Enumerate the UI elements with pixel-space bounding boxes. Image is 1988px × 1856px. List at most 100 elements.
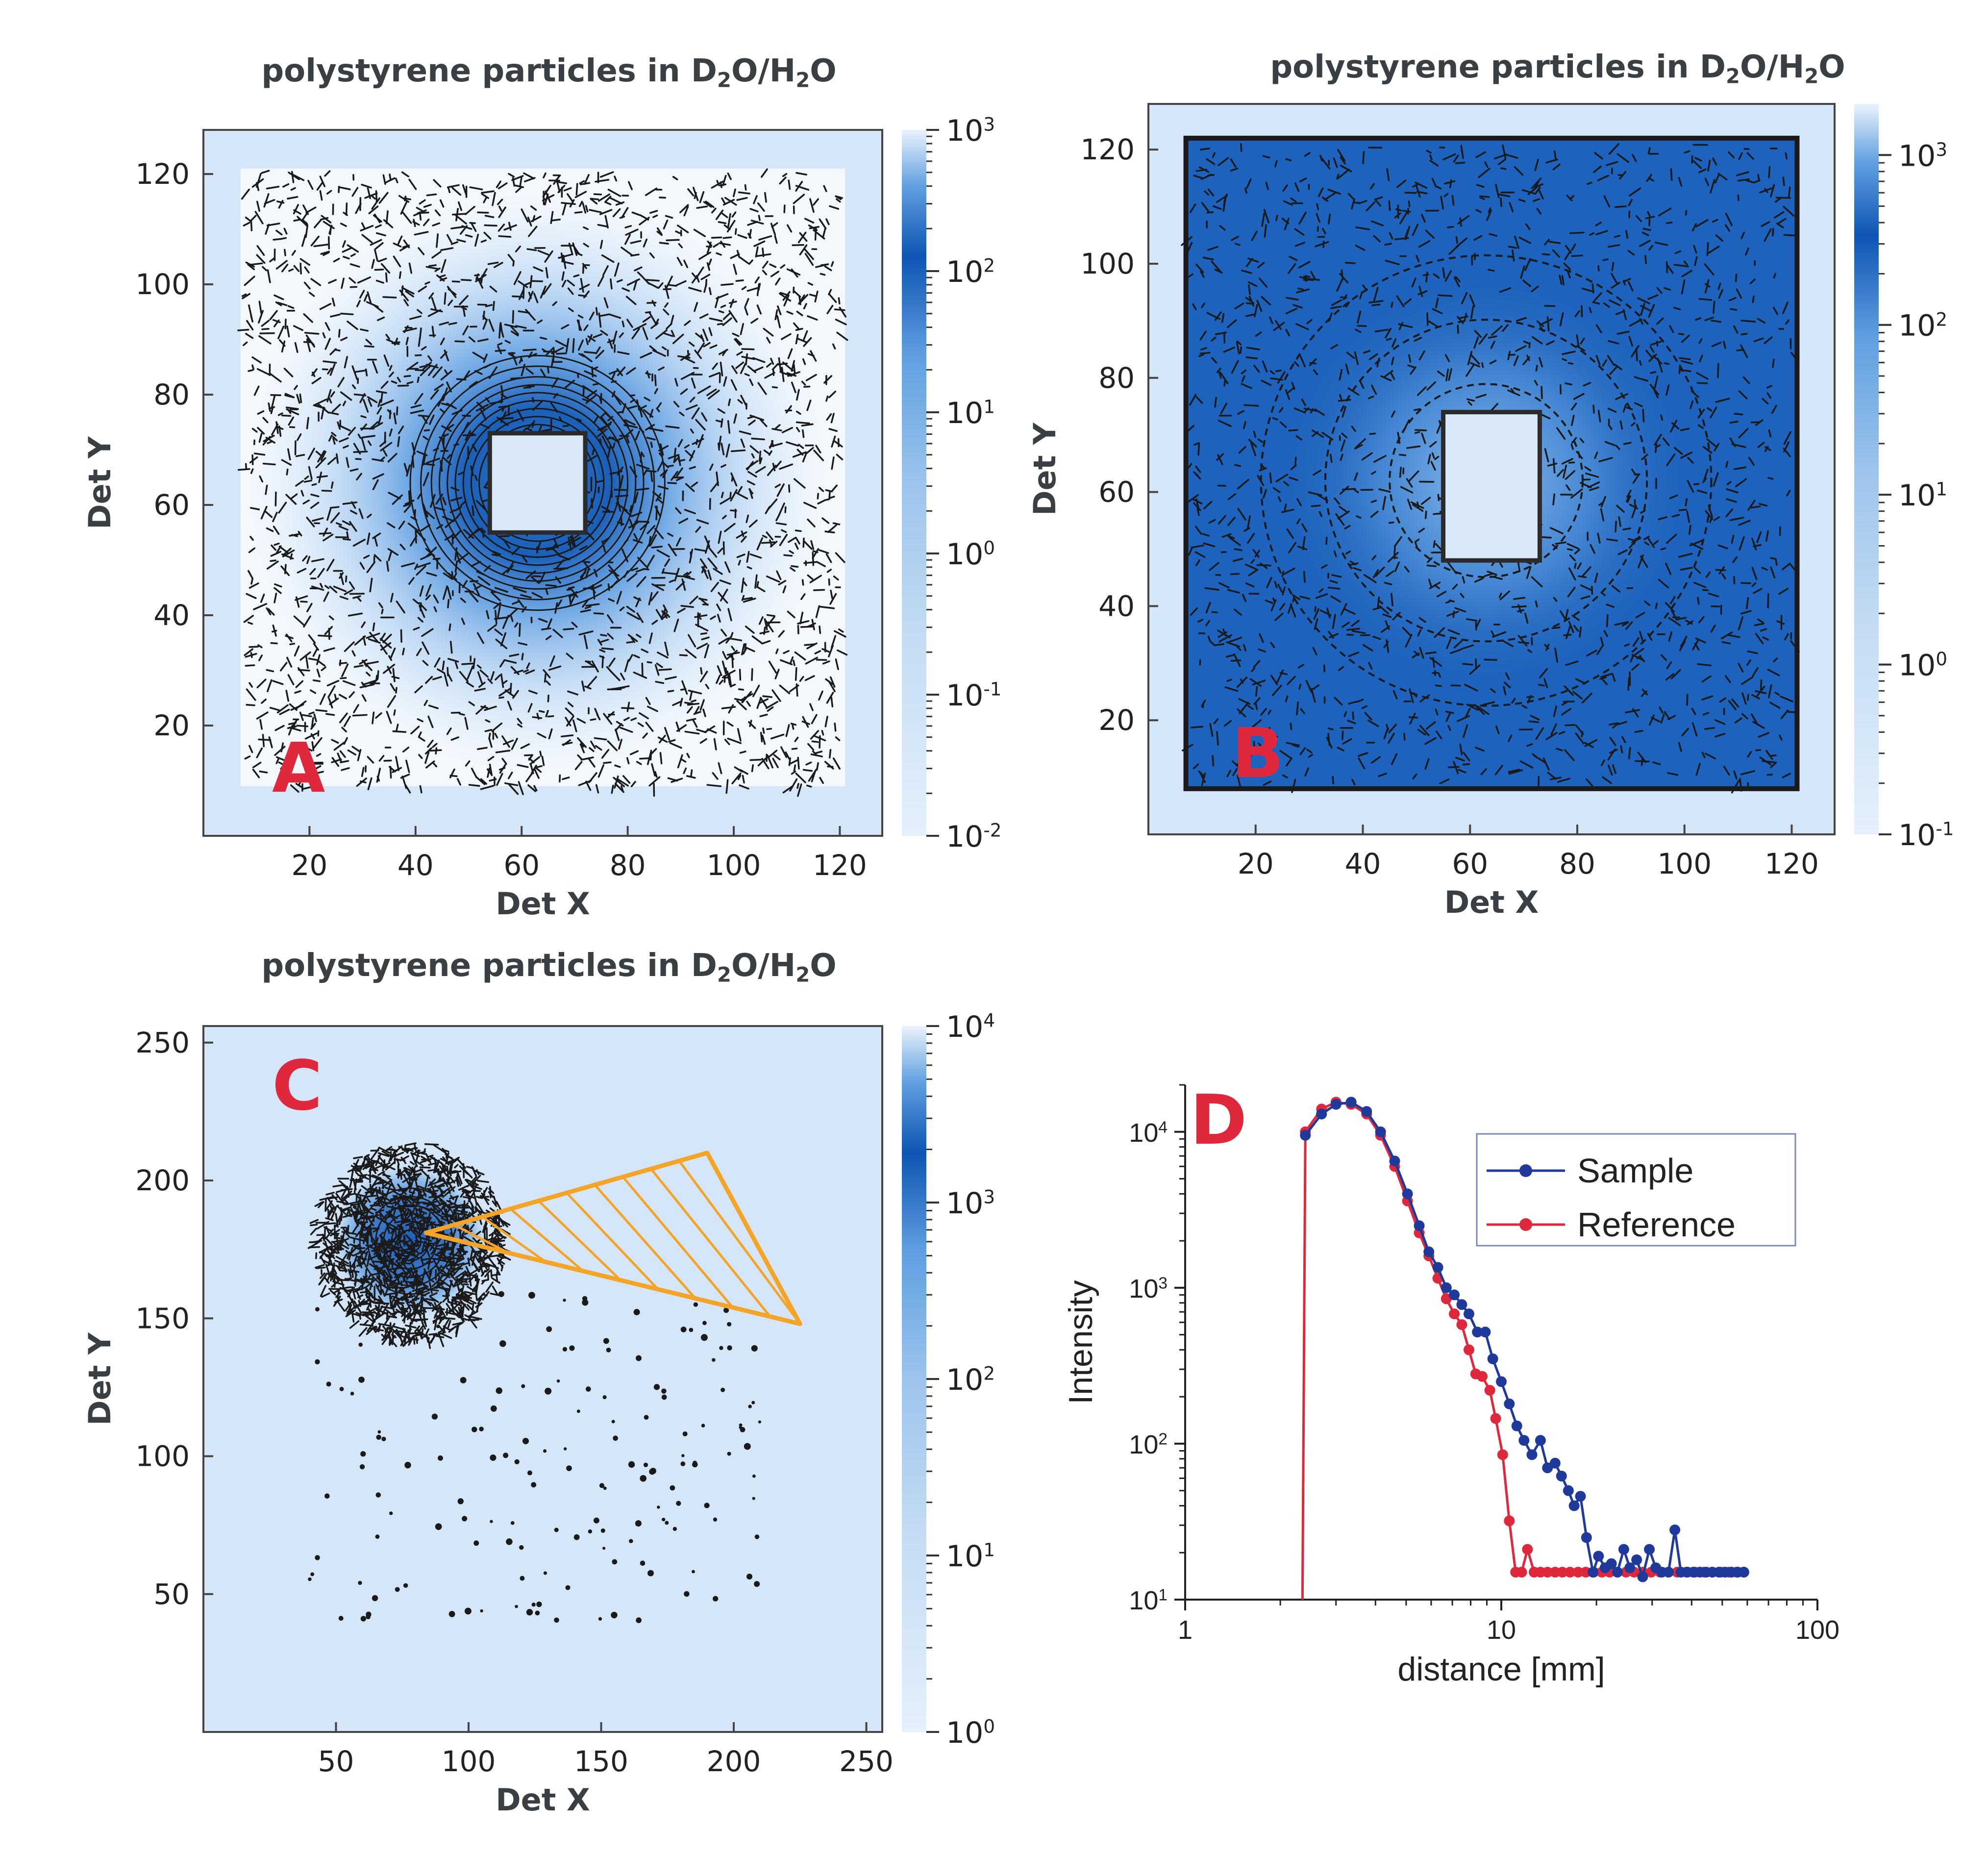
contour-fragment <box>694 614 708 618</box>
contour-ring <box>447 392 629 574</box>
contour-fragment <box>311 558 324 562</box>
contour-fragment <box>1589 307 1592 313</box>
contour-fragment <box>1457 715 1470 722</box>
contour-fragment <box>1190 607 1198 616</box>
contour-fragment <box>493 1195 497 1205</box>
contour-fragment <box>520 743 530 749</box>
contour-fragment <box>697 613 701 619</box>
contour-fragment <box>284 318 287 329</box>
contour-fragment <box>443 1186 456 1197</box>
contour-fragment <box>582 202 587 214</box>
contour-fragment <box>382 174 386 185</box>
contour-fragment <box>1523 340 1531 345</box>
contour-fragment <box>779 293 792 302</box>
contour-fragment <box>361 183 372 189</box>
contour-fragment <box>504 340 511 344</box>
contour-fragment <box>439 408 446 414</box>
contour-fragment <box>1425 651 1437 654</box>
contour-fragment <box>498 688 511 697</box>
y-tick-label: 80 <box>153 378 190 411</box>
contour-fragment <box>1670 669 1681 679</box>
contour-fragment <box>1670 168 1673 181</box>
contour-fragment <box>246 593 257 599</box>
contour-fragment <box>740 693 753 701</box>
contour-fragment <box>248 369 254 372</box>
contour-fragment <box>1204 587 1219 591</box>
contour-fragment <box>795 327 803 331</box>
contour-fragment <box>308 292 315 297</box>
contour-fragment <box>1480 768 1487 776</box>
contour-fragment <box>420 365 431 376</box>
contour-fragment <box>772 757 779 768</box>
contour-fragment <box>1245 313 1255 317</box>
contour-fragment <box>593 612 604 615</box>
contour-fragment <box>372 473 384 480</box>
contour-fragment <box>250 262 263 266</box>
contour-fragment <box>1579 626 1582 638</box>
contour-fragment <box>1583 478 1591 481</box>
contour-fragment <box>1394 237 1409 240</box>
contour-fragment <box>612 330 618 345</box>
contour-fragment <box>1780 709 1789 720</box>
contour-fragment <box>1738 662 1744 673</box>
contour-fragment <box>1457 215 1470 225</box>
contour-fragment <box>397 384 409 387</box>
contour-fragment <box>684 702 694 705</box>
contour-fragment <box>795 421 810 425</box>
contour-fragment <box>529 275 533 288</box>
contour-fragment <box>250 578 253 585</box>
contour-fragment <box>646 470 657 473</box>
contour-fragment <box>1647 537 1655 548</box>
contour-fragment <box>484 565 491 572</box>
contour-fragment <box>1536 208 1542 215</box>
contour-fragment <box>495 750 511 753</box>
contour-fragment <box>1431 177 1437 188</box>
contour-fragment <box>477 747 488 750</box>
contour-fragment <box>741 595 745 601</box>
contour-fragment <box>610 670 621 681</box>
contour-fragment <box>545 710 549 718</box>
contour-fragment <box>711 207 717 214</box>
x-tick-label: 100 <box>1657 847 1712 880</box>
contour-fragment <box>1270 642 1275 649</box>
contour-fragment <box>1232 558 1243 562</box>
contour-fragment <box>327 685 336 699</box>
contour-fragment <box>1691 722 1698 737</box>
contour-fragment <box>1625 621 1633 630</box>
contour-fragment <box>707 240 713 247</box>
contour-fragment <box>266 185 280 190</box>
contour-fragment <box>759 698 769 704</box>
contour-fragment <box>259 475 264 483</box>
contour-fragment <box>657 485 669 490</box>
contour-fragment <box>587 676 597 687</box>
contour-fragment <box>1541 536 1552 539</box>
contour-fragment <box>242 293 251 300</box>
contour-fragment <box>351 187 359 197</box>
colorbar-tick-label-base: 10 <box>1898 478 1936 513</box>
contour-fragment <box>275 229 283 236</box>
contour-fragment <box>1774 692 1780 696</box>
contour-fragment <box>668 543 677 556</box>
contour-fragment <box>525 772 534 782</box>
contour-fragment <box>1299 596 1311 600</box>
contour-fragment <box>1425 721 1436 730</box>
contour-fragment <box>1601 678 1608 685</box>
contour-fragment <box>410 404 422 409</box>
contour-fragment <box>393 709 396 716</box>
contour-fragment <box>814 751 823 754</box>
contour-fragment <box>1642 227 1651 231</box>
contour-fragment <box>394 1254 400 1259</box>
contour-fragment <box>1458 769 1466 774</box>
contour-fragment <box>645 311 651 314</box>
contour-fragment <box>1531 336 1543 345</box>
contour-fragment <box>1364 712 1372 721</box>
contour-fragment <box>243 341 248 346</box>
contour-fragment <box>1648 245 1653 251</box>
contour-fragment <box>374 213 381 224</box>
contour-fragment <box>1629 318 1642 327</box>
contour-fragment <box>425 760 435 769</box>
contour-fragment <box>643 469 647 476</box>
contour-fragment <box>824 498 830 502</box>
contour-fragment <box>1188 494 1199 502</box>
contour-fragment <box>351 1286 356 1300</box>
